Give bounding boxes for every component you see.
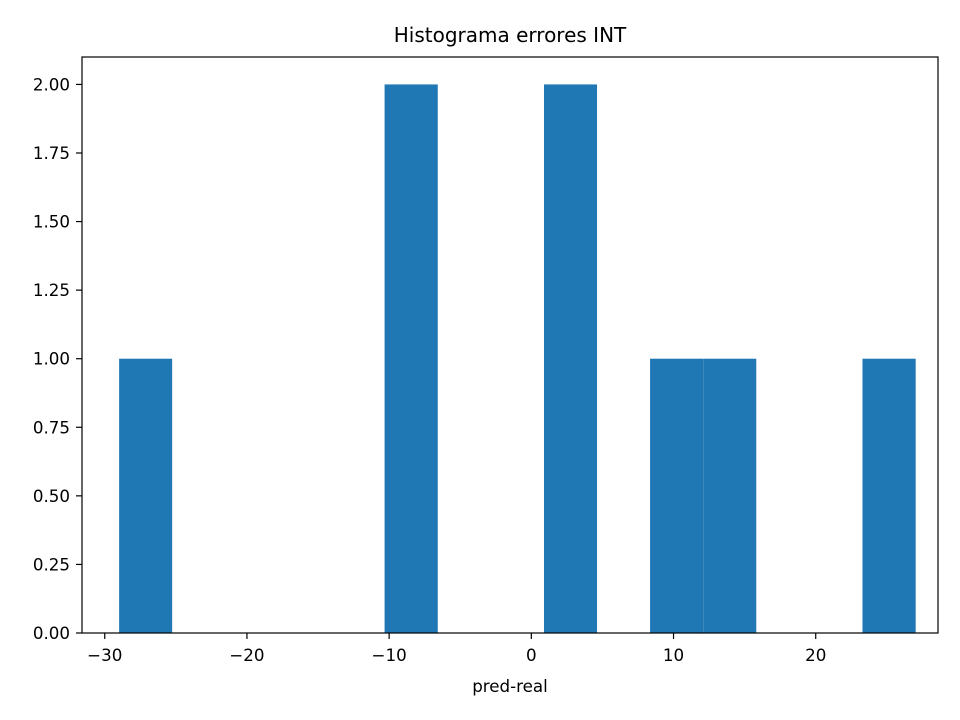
x-tick-label: −20 [229, 645, 264, 665]
y-tick-label: 0.75 [33, 417, 70, 437]
x-tick-label: 0 [526, 645, 537, 665]
x-tick-label: −10 [372, 645, 407, 665]
histogram-bar-5 [384, 84, 438, 633]
x-tick-label: 10 [663, 645, 684, 665]
y-axis-ticks: 0.00 0.25 0.50 0.75 1.00 1.25 1.50 1.75 2.00 [33, 74, 82, 643]
y-tick-label: 0.25 [33, 554, 70, 574]
y-tick-label: 0.50 [33, 486, 70, 506]
y-tick-label: 1.25 [33, 280, 70, 300]
histogram-bar-14 [862, 358, 916, 633]
histogram-bar-8 [543, 84, 598, 633]
histogram-bar-10 [650, 358, 704, 633]
x-axis-label: pred-real [472, 676, 548, 696]
y-tick-label: 1.00 [33, 349, 70, 369]
x-tick-label: 20 [805, 645, 826, 665]
y-tick-label: 1.50 [33, 212, 70, 232]
y-tick-label: 0.00 [33, 623, 70, 643]
y-tick-label: 1.75 [33, 143, 70, 163]
histogram-bar-0 [119, 358, 173, 633]
bars-group [119, 84, 916, 633]
plot-frame [81, 56, 939, 634]
histogram-bar-11 [703, 358, 757, 633]
y-tick-label: 2.00 [33, 74, 70, 94]
x-axis-ticks: −30 −20 −10 0 10 20 [87, 633, 826, 665]
x-tick-label: −30 [87, 645, 122, 665]
chart-title: Histograma errores INT [394, 23, 627, 47]
